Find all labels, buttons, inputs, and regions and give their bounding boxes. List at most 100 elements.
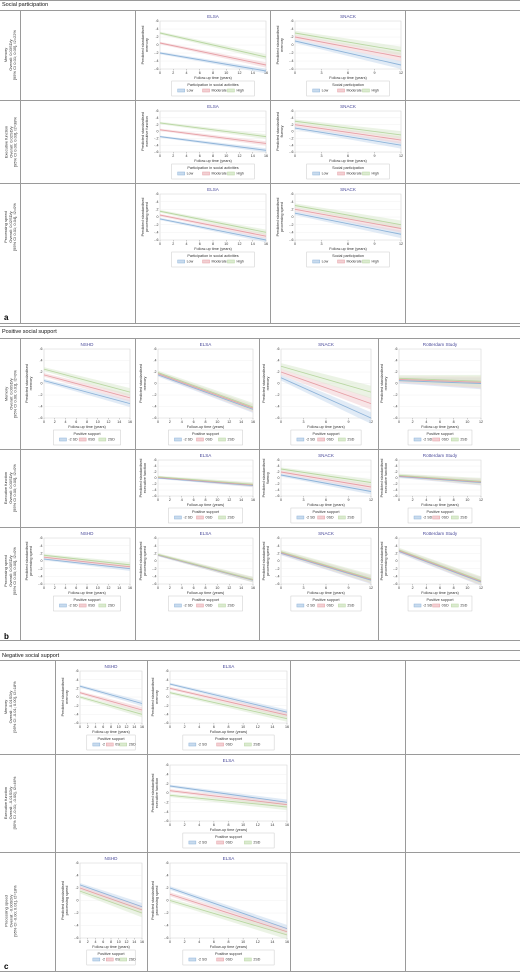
y-tick-label: .6 (154, 347, 157, 351)
legend-label: -2 SD (198, 743, 208, 747)
x-tick-label: 2 (54, 586, 56, 590)
y-tick-label: .6 (156, 109, 159, 113)
x-axis-label: Follow-up time (years) (307, 425, 345, 429)
panel-b-1-0: ELSA Predicted standardised executive func… (138, 451, 257, 525)
section-top-border (0, 0, 520, 1)
legend-swatch (92, 742, 101, 747)
legend-title: Participation in social activities (187, 83, 238, 87)
x-tick-label: 3 (303, 586, 305, 590)
legend-label: High (371, 260, 378, 264)
series-line-0sd (79, 692, 143, 711)
legend-swatch (362, 171, 370, 176)
x-tick-label: 6 (193, 420, 195, 424)
panel-c-0-0: NSHD Predicted standardised memory .6.4.2 0-… (60, 662, 146, 752)
legend-label: 0SD (442, 516, 449, 520)
legend-title: Positive support (215, 952, 243, 956)
column-border (378, 338, 379, 640)
series-line--2sd (169, 887, 288, 930)
legend-label: -2 SD (183, 438, 193, 442)
x-tick-label: 10 (215, 498, 219, 502)
y-tick-label: .6 (154, 536, 157, 540)
series-line-2sd (169, 794, 288, 808)
y-tick-label: -.4 (164, 810, 168, 814)
ci-band-2sd (170, 898, 287, 940)
x-tick-label: 14 (251, 71, 255, 75)
series-line--2sd (169, 785, 288, 803)
x-tick-label: 12 (369, 586, 373, 590)
panel-title: NSHD (104, 856, 118, 861)
legend-label: 0SD (88, 604, 95, 608)
x-tick-label: 8 (212, 154, 214, 158)
series-line--2sd (398, 476, 482, 483)
x-tick-label: 2 (172, 154, 174, 158)
y-axis-label: memory (280, 38, 284, 52)
ci-band-moderate (295, 34, 401, 62)
ci-band-0sd (44, 373, 130, 402)
y-tick-label: -.4 (154, 231, 158, 235)
y-tick-label: 0 (155, 382, 157, 386)
panel-a-1-1: SNACK Predicted standardised fluency .6 .4 .2… (275, 102, 405, 181)
y-tick-label: .4 (40, 359, 43, 363)
x-tick-label: 16 (251, 498, 255, 502)
y-tick-label: .2 (154, 552, 157, 556)
y-tick-label: 0 (157, 43, 159, 47)
y-axis-label: Predicted standardised (262, 459, 266, 498)
y-tick-label: .2 (291, 35, 294, 39)
y-tick-label: .4 (166, 678, 169, 682)
y-tick-label: -.2 (289, 137, 293, 141)
legend-title: Social participation (332, 254, 364, 258)
x-tick-label: 12 (256, 823, 260, 827)
legend-label: -2 SD (183, 604, 193, 608)
row-label: Processing speed Overall: 0.00SD/y [95% … (3, 547, 18, 595)
panel-plot: ELSA Predicted standardised executive func… (141, 104, 268, 180)
panel-title: SNACK (340, 104, 357, 109)
x-tick-label: 3 (321, 154, 323, 158)
legend-label: -2 SD (306, 516, 316, 520)
row-border (0, 183, 520, 184)
series-line--2sd (43, 380, 131, 405)
y-tick-label: -.6 (154, 150, 158, 154)
x-axis-label: Follow-up time (years) (68, 591, 106, 595)
y-tick-label: .4 (156, 27, 159, 31)
series-line-2sd (43, 368, 131, 393)
legend-title: Positive support (215, 835, 243, 839)
x-tick-label: 6 (347, 71, 349, 75)
series-line-2sd (169, 692, 288, 720)
legend-swatch (188, 840, 197, 845)
legend-swatch (451, 515, 459, 520)
x-tick-label: 6 (325, 420, 327, 424)
y-tick-label: -.6 (38, 582, 42, 586)
ci-band-high (295, 119, 401, 139)
y-tick-label: -.6 (74, 936, 78, 940)
ci-band-low (295, 39, 401, 69)
x-tick-label: 4 (425, 586, 427, 590)
x-tick-label: 10 (117, 725, 121, 729)
row-border (0, 852, 520, 853)
x-tick-label: 2 (169, 498, 171, 502)
legend-label: Low (322, 89, 329, 93)
legend-label: 0SD (327, 516, 334, 520)
x-axis-label: Follow-up time (years) (187, 591, 225, 595)
legend-swatch (317, 603, 325, 608)
x-tick-label: 6 (439, 586, 441, 590)
x-tick-label: 3 (303, 498, 305, 502)
x-tick-label: 8 (453, 498, 455, 502)
x-tick-label: 4 (181, 498, 183, 502)
y-tick-label: 0 (292, 130, 294, 134)
x-axis-label: Follow-up time (years) (210, 945, 248, 949)
panel-title: ELSA (223, 758, 236, 763)
series-line-moderate (159, 129, 267, 144)
row-border (0, 449, 520, 450)
legend-swatch (338, 603, 346, 608)
y-tick-label: -.6 (289, 67, 293, 71)
y-axis-label: Predicted standardised (139, 542, 143, 581)
y-axis-label: executive function (145, 116, 149, 146)
row-border (0, 754, 520, 755)
series-line-0sd (398, 550, 482, 582)
legend-label: 0SD (205, 516, 212, 520)
y-tick-label: .6 (166, 669, 169, 673)
series-line-0sd (157, 373, 254, 409)
y-tick-label: -.4 (74, 713, 78, 717)
